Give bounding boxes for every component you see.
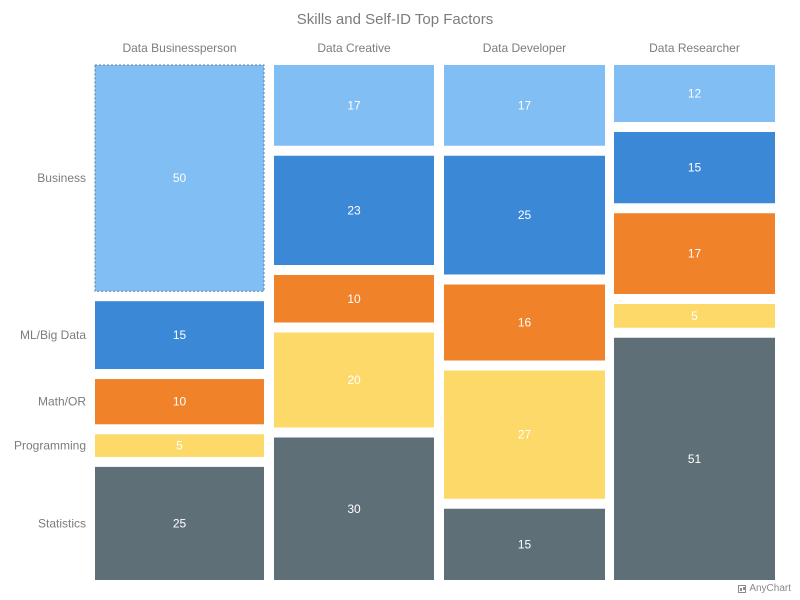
row-label-programming: Programming: [14, 439, 86, 453]
tile-value-label: 15: [518, 537, 532, 551]
column-label-data-researcher: Data Researcher: [649, 41, 740, 55]
chart-title: Skills and Self-ID Top Factors: [297, 11, 493, 28]
tile-value-label: 30: [347, 502, 361, 516]
tile-value-label: 50: [173, 171, 187, 185]
column-label-data-businessperson: Data Businessperson: [122, 41, 236, 55]
tile-value-label: 25: [173, 516, 187, 530]
row-label-math-or: Math/OR: [38, 395, 86, 409]
tile-data-developer-math-or[interactable]: [444, 284, 605, 361]
tile-data-researcher-statistics[interactable]: [614, 337, 775, 580]
column-label-data-developer: Data Developer: [483, 41, 566, 55]
tile-data-researcher-programming[interactable]: [614, 304, 775, 328]
tile-value-label: 15: [173, 328, 187, 342]
tile-value-label: 10: [173, 395, 187, 409]
tile-value-label: 27: [518, 428, 532, 442]
tile-data-businessperson-business[interactable]: [94, 64, 265, 292]
tile-data-developer-programming[interactable]: [444, 370, 605, 499]
column-label-data-creative: Data Creative: [317, 41, 391, 55]
row-label-ml-big-data: ML/Big Data: [20, 328, 86, 342]
anychart-logo-icon: [738, 584, 747, 593]
tile-value-label: 5: [691, 309, 698, 323]
tile-data-creative-ml-big-data[interactable]: [274, 155, 434, 265]
tile-data-businessperson-statistics[interactable]: [95, 466, 264, 580]
tile-data-developer-statistics[interactable]: [444, 508, 605, 580]
tile-value-label: 17: [518, 98, 532, 112]
tile-value-label: 17: [688, 247, 702, 261]
tile-value-label: 16: [518, 316, 532, 330]
tile-data-businessperson-math-or[interactable]: [95, 379, 264, 425]
tile-value-label: 10: [347, 292, 361, 306]
credits-text: AnyChart: [749, 583, 791, 594]
tile-data-creative-business[interactable]: [274, 65, 434, 146]
tile-data-developer-business[interactable]: [444, 65, 605, 146]
tile-data-researcher-business[interactable]: [614, 65, 775, 122]
tile-data-creative-programming[interactable]: [274, 332, 434, 428]
tile-value-label: 20: [347, 373, 361, 387]
tile-value-label: 25: [518, 208, 532, 222]
tile-value-label: 15: [688, 161, 702, 175]
tile-data-businessperson-ml-big-data[interactable]: [95, 301, 264, 370]
tile-data-creative-math-or[interactable]: [274, 275, 434, 323]
tile-value-label: 51: [688, 452, 702, 466]
tile-data-creative-statistics[interactable]: [274, 437, 434, 581]
row-label-business: Business: [37, 171, 86, 185]
anychart-credits[interactable]: AnyChart: [738, 583, 791, 594]
tile-data-businessperson-programming[interactable]: [95, 434, 264, 457]
tile-data-researcher-math-or[interactable]: [614, 213, 775, 294]
row-label-statistics: Statistics: [38, 516, 86, 530]
tile-value-label: 5: [176, 439, 183, 453]
tile-value-label: 17: [347, 98, 361, 112]
tile-value-label: 23: [347, 203, 361, 217]
tile-data-researcher-ml-big-data[interactable]: [614, 132, 775, 204]
tile-value-label: 12: [688, 87, 702, 101]
tile-data-developer-ml-big-data[interactable]: [444, 155, 605, 275]
